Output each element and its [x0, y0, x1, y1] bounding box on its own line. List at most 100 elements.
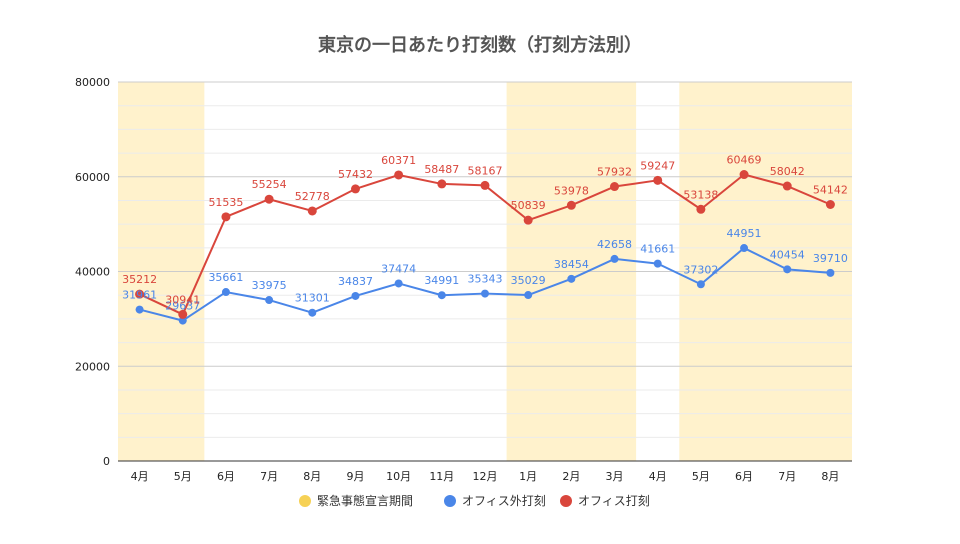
data-point	[178, 309, 188, 319]
data-label: 41661	[640, 243, 675, 256]
data-label: 58167	[468, 164, 503, 177]
data-label: 60469	[727, 154, 762, 167]
legend-marker	[299, 495, 311, 507]
data-point	[350, 184, 360, 194]
data-point	[696, 280, 705, 289]
data-point	[135, 305, 144, 314]
data-point	[696, 204, 706, 214]
data-label: 58487	[424, 163, 459, 176]
data-point	[610, 182, 620, 192]
data-label: 35212	[122, 273, 157, 286]
series-group	[135, 170, 835, 325]
data-label: 35661	[208, 271, 243, 284]
data-label: 35343	[468, 273, 503, 286]
data-label: 34837	[338, 275, 373, 288]
data-label: 57932	[597, 166, 632, 179]
x-tick-label: 1月	[519, 470, 537, 483]
x-tick-label: 12月	[473, 470, 498, 483]
y-tick-label: 40000	[75, 266, 110, 279]
data-label: 37302	[683, 263, 718, 276]
x-tick-label: 3月	[606, 470, 624, 483]
y-tick-label: 80000	[75, 76, 110, 89]
chart-title: 東京の一日あたり打刻数（打刻方法別）	[318, 34, 642, 56]
data-point	[221, 212, 231, 222]
x-tick-label: 7月	[260, 470, 278, 483]
data-label: 60371	[381, 154, 416, 167]
data-point	[351, 291, 360, 300]
data-point	[523, 215, 533, 225]
data-label: 39710	[813, 252, 848, 265]
data-point	[264, 194, 274, 204]
data-label: 31301	[295, 292, 330, 305]
data-point	[437, 179, 447, 189]
data-point	[308, 308, 317, 317]
data-label: 58042	[770, 165, 805, 178]
data-label: 31961	[122, 289, 157, 302]
x-tick-label: 5月	[174, 470, 192, 483]
x-tick-label: 6月	[735, 470, 753, 483]
data-label: 35029	[511, 274, 546, 287]
y-tick-label: 60000	[75, 171, 110, 184]
data-label: 51535	[208, 196, 243, 209]
data-point	[524, 291, 533, 300]
data-point	[610, 254, 619, 263]
data-label: 55254	[252, 178, 287, 191]
x-tick-label: 6月	[217, 470, 235, 483]
data-label: 53138	[683, 188, 718, 201]
data-label: 53978	[554, 184, 589, 197]
data-label: 50839	[511, 199, 546, 212]
legend-label: 緊急事態宣言期間	[317, 493, 413, 508]
x-tick-label: 2月	[562, 470, 580, 483]
data-point	[739, 170, 749, 180]
x-tick-label: 10月	[386, 470, 411, 483]
data-point	[178, 316, 187, 325]
data-point	[653, 259, 662, 268]
data-point	[653, 175, 663, 185]
legend-label: オフィス打刻	[578, 494, 650, 508]
data-label: 54142	[813, 184, 848, 197]
data-point	[567, 274, 576, 283]
data-label: 57432	[338, 168, 373, 181]
x-tick-label: 7月	[778, 470, 796, 483]
data-label: 37474	[381, 262, 416, 275]
data-point	[740, 244, 749, 253]
x-tick-label: 5月	[692, 470, 710, 483]
data-point	[566, 200, 576, 210]
data-point	[394, 170, 404, 180]
y-tick-label: 0	[103, 455, 110, 468]
gridlines	[118, 81, 852, 438]
data-label: 42658	[597, 238, 632, 251]
data-label: 38454	[554, 258, 589, 271]
data-point	[826, 268, 835, 277]
data-point	[307, 206, 317, 216]
data-point	[437, 291, 446, 300]
data-point	[782, 181, 792, 191]
y-tick-label: 20000	[75, 360, 110, 373]
data-point	[480, 180, 490, 190]
data-labels: 31961 29637 35661 33975 31301 34837 37474 34991…	[122, 154, 848, 313]
data-point	[135, 289, 145, 299]
data-point	[481, 289, 489, 298]
x-tick-label: 4月	[131, 470, 149, 483]
legend-label: オフィス外打刻	[462, 494, 546, 508]
data-label: 33975	[252, 279, 287, 292]
data-point	[825, 200, 835, 210]
legend-marker	[444, 495, 456, 507]
data-point	[783, 265, 792, 274]
data-point	[394, 279, 403, 288]
data-label: 52778	[295, 190, 330, 203]
data-label: 30941	[165, 293, 200, 306]
data-label: 29637	[165, 300, 200, 313]
x-tick-label: 4月	[649, 470, 667, 483]
data-point	[221, 288, 230, 297]
x-tick-label: 8月	[303, 470, 321, 483]
data-label: 59247	[640, 159, 675, 172]
legend: 緊急事態宣言期間 オフィス外打刻 オフィス打刻	[299, 493, 650, 508]
legend-marker	[560, 495, 572, 507]
x-tick-label: 9月	[346, 470, 364, 483]
data-point	[265, 296, 274, 305]
data-label: 44951	[727, 227, 762, 240]
x-tick-label: 11月	[429, 470, 454, 483]
